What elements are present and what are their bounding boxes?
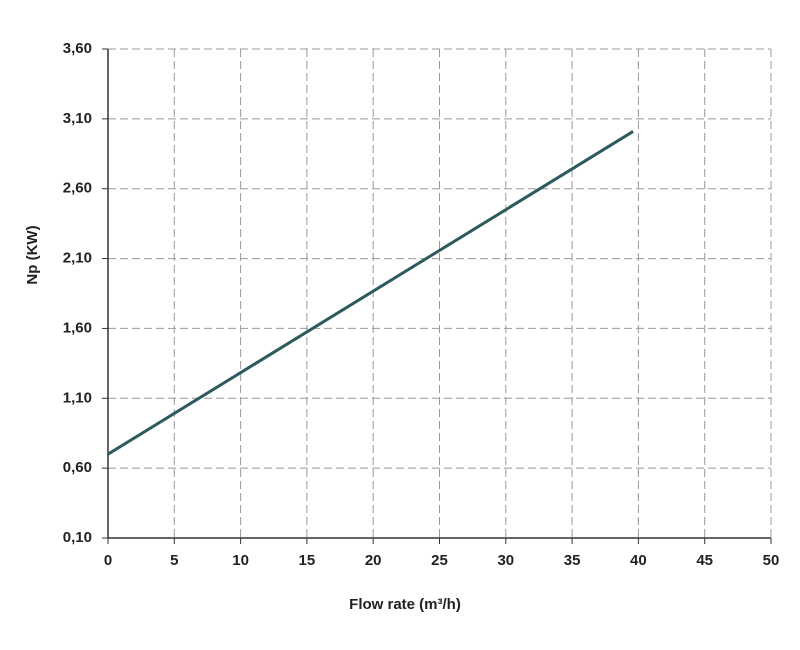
x-tick-label: 25 — [431, 552, 448, 569]
x-tick-label: 20 — [365, 552, 382, 569]
y-tick-label: 1,10 — [63, 389, 92, 406]
x-axis-label: Flow rate (m³/h) — [349, 596, 461, 613]
y-tick-label: 2,10 — [63, 250, 92, 267]
x-tick-label: 0 — [104, 552, 112, 569]
y-tick-label: 0,10 — [63, 529, 92, 546]
x-tick-label: 10 — [232, 552, 249, 569]
x-tick-label: 35 — [564, 552, 581, 569]
y-tick-label: 2,60 — [63, 180, 92, 197]
y-tick-label: 3,10 — [63, 110, 92, 127]
x-tick-label: 45 — [696, 552, 713, 569]
y-axis-label: Np (KW) — [24, 225, 41, 284]
y-tick-label: 0,60 — [63, 459, 92, 476]
y-tick-label: 1,60 — [63, 319, 92, 336]
x-tick-label: 5 — [170, 552, 178, 569]
series-line — [107, 130, 634, 456]
x-tick-label: 50 — [763, 552, 780, 569]
x-tick-label: 30 — [497, 552, 514, 569]
y-tick-label: 3,60 — [63, 40, 92, 57]
x-tick-label: 15 — [299, 552, 316, 569]
x-tick-label: 40 — [630, 552, 647, 569]
